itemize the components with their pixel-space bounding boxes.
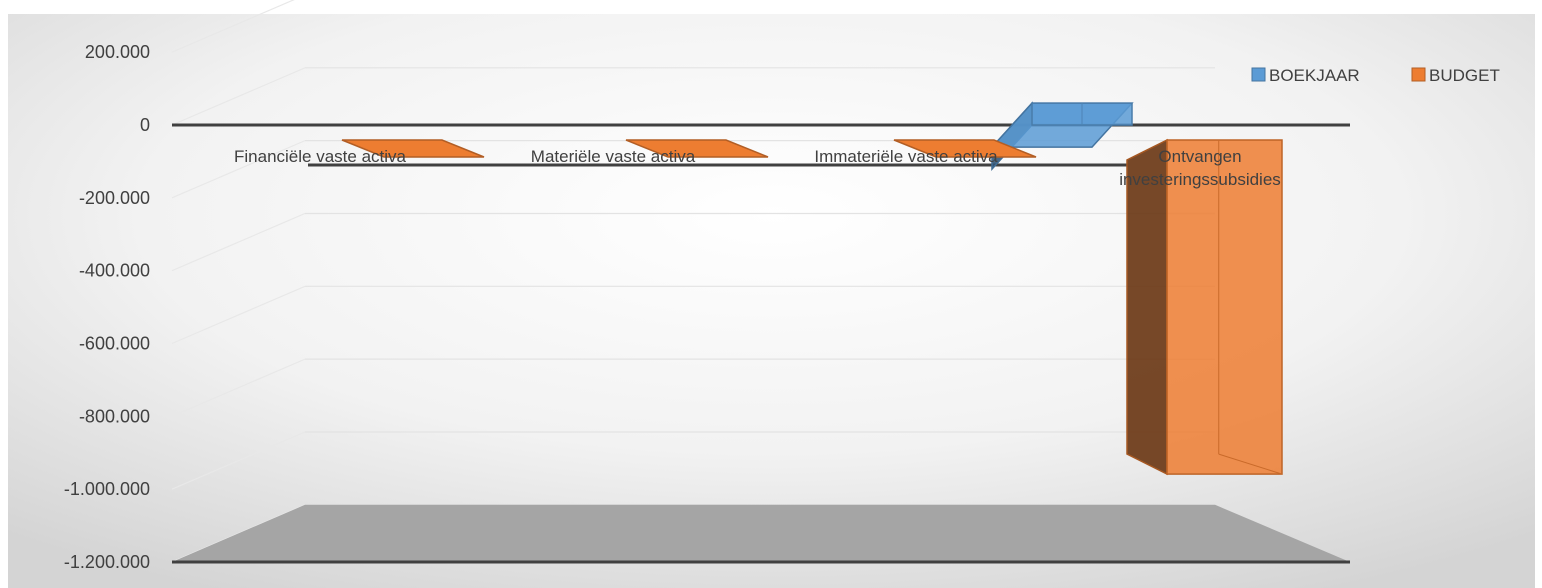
- y-tick-label: 0: [140, 115, 150, 135]
- category-label: Materiële vaste activa: [531, 147, 696, 166]
- bar-budget[interactable]: [1126, 138, 1283, 476]
- y-tick-label: -400.000: [79, 261, 150, 281]
- y-tick-label: -200.000: [79, 188, 150, 208]
- category-label: Ontvangen investeringssubsidies: [1119, 147, 1281, 189]
- y-tick-label: 200.000: [85, 42, 150, 62]
- legend-swatch: [1411, 67, 1426, 82]
- side-gridline: [171, 212, 306, 272]
- legend-swatch: [1251, 67, 1266, 82]
- category-label: Immateriële vaste activa: [814, 147, 998, 166]
- side-gridline: [171, 431, 306, 490]
- legend-label: BUDGET: [1429, 66, 1500, 85]
- legend-item[interactable]: BOEKJAAR: [1251, 66, 1360, 85]
- side-gridline: [171, 285, 306, 345]
- plot-area-background: [8, 14, 1535, 588]
- bar-budget[interactable]: [625, 139, 769, 158]
- bar-budget[interactable]: [893, 139, 1037, 158]
- side-gridline: [171, 358, 306, 417]
- y-tick-label: -800.000: [79, 406, 150, 426]
- side-gridline: [171, 140, 306, 199]
- y-tick-label: -600.000: [79, 334, 150, 354]
- legend-label: BOEKJAAR: [1269, 66, 1360, 85]
- side-gridline: [171, 67, 306, 126]
- category-label: Financiële vaste activa: [234, 147, 407, 166]
- bar-budget[interactable]: [341, 139, 485, 158]
- y-tick-label: -1.200.000: [64, 552, 150, 572]
- legend-item[interactable]: BUDGET: [1411, 66, 1500, 85]
- chart-floor: [172, 504, 1350, 562]
- y-tick-label: -1.000.000: [64, 479, 150, 499]
- side-gridline: [171, 0, 295, 53]
